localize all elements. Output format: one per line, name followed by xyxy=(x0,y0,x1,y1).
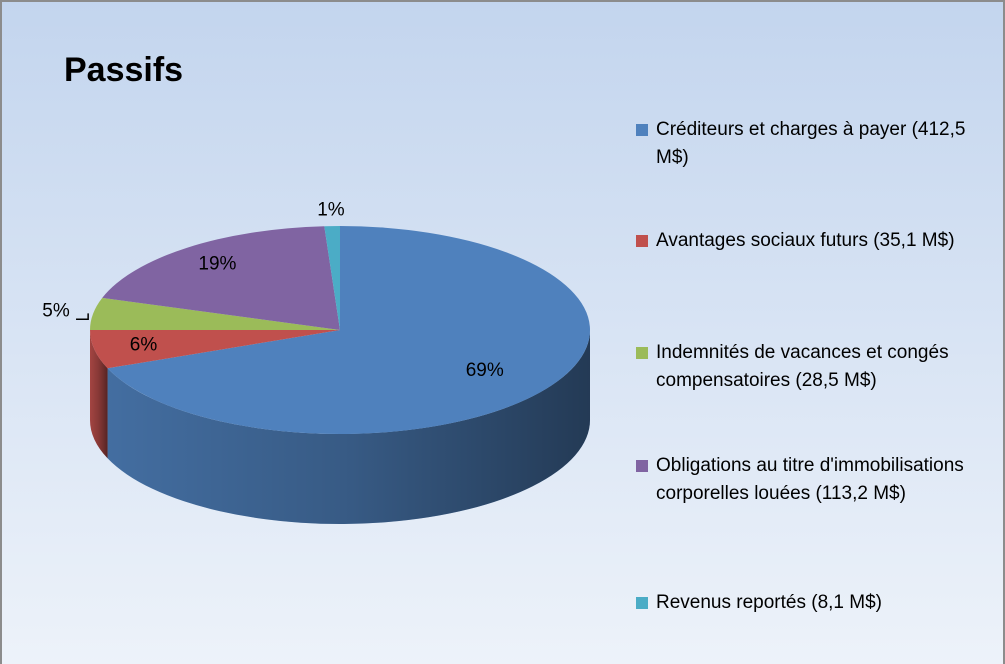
data-label: 5% xyxy=(42,300,70,321)
slice xyxy=(90,330,340,369)
chart-title: Passifs xyxy=(64,51,183,89)
data-label: 1% xyxy=(317,199,345,220)
legend-label: Créditeurs et charges à payer (412,5 M$) xyxy=(656,119,966,168)
legend-swatch xyxy=(636,460,648,472)
data-label: 6% xyxy=(130,335,158,356)
legend-item: Indemnités de vacances et congés compens… xyxy=(636,339,981,395)
slice xyxy=(107,226,590,434)
side-shade xyxy=(107,330,590,525)
legend-swatch xyxy=(636,235,648,247)
legend-swatch xyxy=(636,124,648,136)
legend-item: Revenus reportés (8,1 M$) xyxy=(636,589,981,617)
legend-item: Avantages sociaux futurs (35,1 M$) xyxy=(636,227,981,255)
legend-label: Avantages sociaux futurs (35,1 M$) xyxy=(656,230,955,251)
data-label: 69% xyxy=(466,360,504,381)
legend-item: Obligations au titre d'immobilisations c… xyxy=(636,452,981,508)
legend-swatch xyxy=(636,347,648,359)
legend-item: Créditeurs et charges à payer (412,5 M$) xyxy=(636,116,981,172)
slice xyxy=(102,226,340,330)
data-label: 19% xyxy=(198,253,236,274)
slice xyxy=(324,226,340,330)
leader-line xyxy=(76,313,89,321)
slice xyxy=(90,297,340,330)
legend-label: Indemnités de vacances et congés compens… xyxy=(656,342,949,391)
side-shade xyxy=(90,330,108,459)
legend-label: Revenus reportés (8,1 M$) xyxy=(656,592,882,613)
legend-label: Obligations au titre d'immobilisations c… xyxy=(656,455,964,504)
legend-swatch xyxy=(636,597,648,609)
